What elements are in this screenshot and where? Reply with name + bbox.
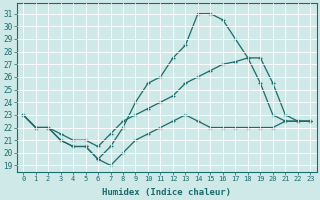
X-axis label: Humidex (Indice chaleur): Humidex (Indice chaleur) <box>102 188 231 197</box>
